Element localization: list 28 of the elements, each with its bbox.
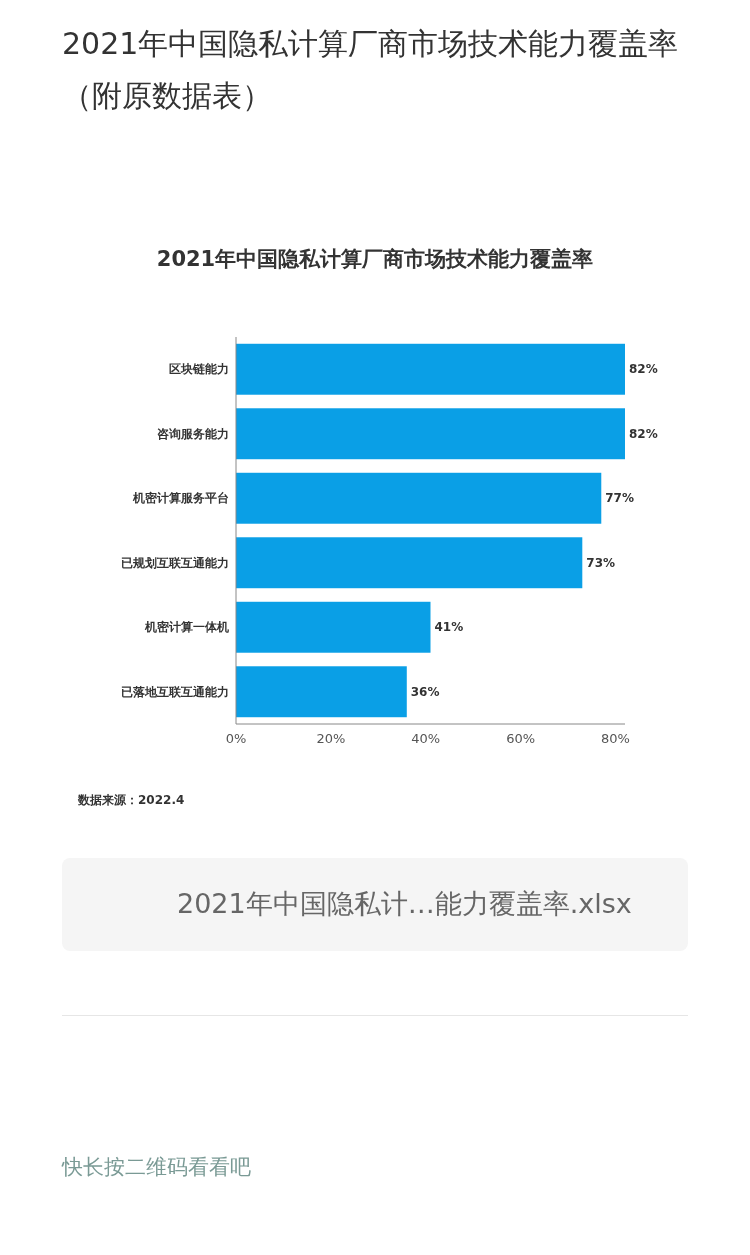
x-tick-label: 0% (225, 731, 247, 746)
bar (236, 666, 407, 718)
bar (236, 408, 625, 460)
chart-subtitle: 2021年中国隐私计算厂商市场技术能力覆盖率 (156, 247, 594, 271)
data-label: 41% (434, 620, 464, 635)
y-tick-label: 区块链能力 (169, 362, 229, 377)
x-tick-label: 40% (411, 731, 441, 746)
x-tick-label: 80% (601, 731, 630, 746)
data-label: 82% (629, 426, 658, 441)
bar (236, 537, 583, 589)
bar (236, 601, 431, 653)
text: 2021年中国隐私计…能力覆盖率.xlsx (177, 887, 632, 921)
y-tick-label: 已落地互联互通能力 (121, 684, 229, 699)
data-label: 36% (410, 684, 440, 699)
bar (236, 472, 602, 524)
x-tick-label: 60% (506, 731, 536, 746)
x-tick-label: 20% (316, 731, 346, 746)
source-note: 数据来源：2022.4 (77, 793, 185, 807)
y-tick-label: 咨询服务能力 (157, 426, 229, 441)
chart-title: 2021年中国隐私计算厂商市场技术能力覆盖率（附原数据表） (62, 25, 680, 115)
text: 快长按二维码看看吧 (62, 1154, 251, 1181)
data-label: 77% (605, 491, 635, 506)
bar (236, 343, 625, 395)
y-tick-label: 机密计算服务平台 (132, 491, 229, 506)
data-label: 82% (629, 362, 658, 377)
y-tick-label: 机密计算一体机 (144, 620, 229, 635)
y-tick-label: 已规划互联互通能力 (121, 555, 229, 570)
data-label: 73% (586, 555, 616, 570)
